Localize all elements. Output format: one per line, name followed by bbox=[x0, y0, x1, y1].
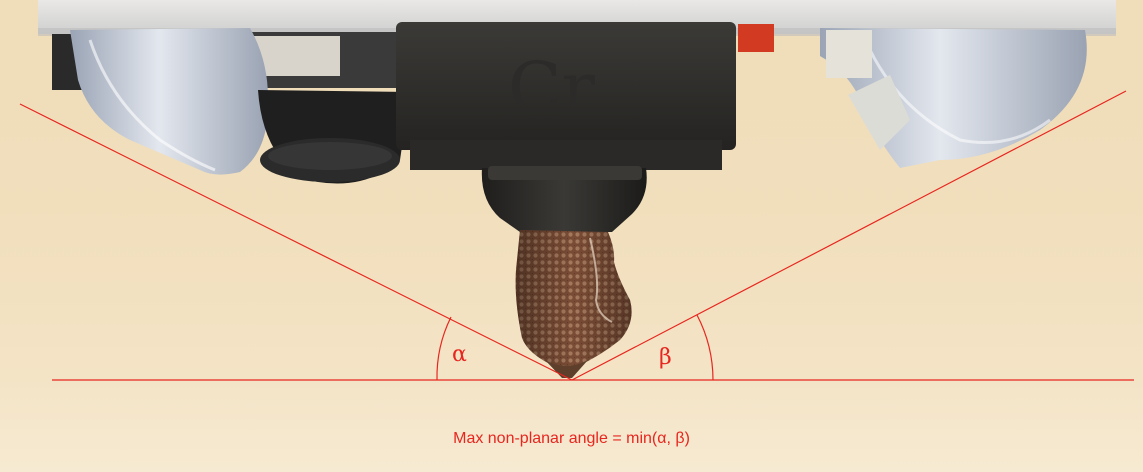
beta-label: β bbox=[659, 345, 672, 370]
alpha-arc bbox=[436, 316, 452, 381]
left-clearance-line bbox=[19, 103, 573, 381]
alpha-label: α bbox=[452, 342, 467, 367]
right-clearance-line bbox=[571, 90, 1127, 381]
figure-caption: Max non-planar angle = min(α, β) bbox=[453, 430, 690, 447]
beta-arc bbox=[696, 314, 714, 381]
svg-text:Cr: Cr bbox=[508, 47, 596, 129]
